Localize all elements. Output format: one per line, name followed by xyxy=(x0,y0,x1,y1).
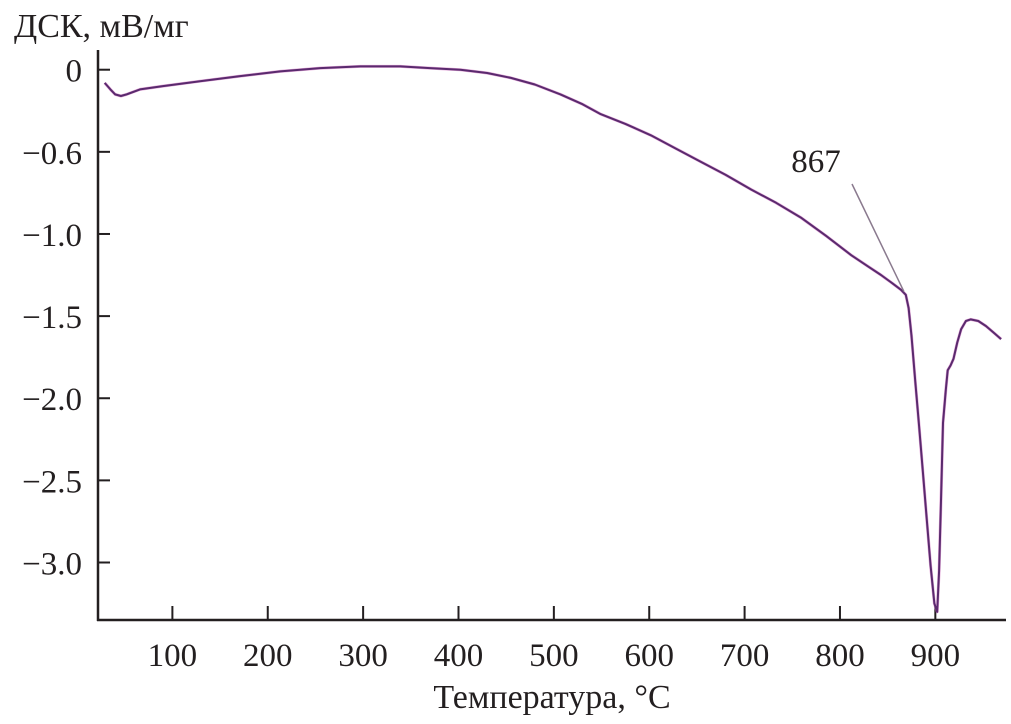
x-axis-title: Температура, °C xyxy=(433,679,670,716)
y-tick-label: −2.0 xyxy=(22,382,82,418)
y-tick-label: −2.5 xyxy=(22,464,82,500)
y-tick-label: −1.0 xyxy=(22,218,82,254)
axes xyxy=(96,50,1006,622)
x-tick-label: 500 xyxy=(529,638,579,674)
x-tick-label: 900 xyxy=(911,638,961,674)
x-tick-label: 200 xyxy=(243,638,293,674)
series xyxy=(103,64,1003,614)
y-tick-label: −3.0 xyxy=(22,547,82,583)
x-tick-label: 600 xyxy=(624,638,674,674)
y-axis-title: ДСК, мВ/мг xyxy=(14,8,189,45)
y-tick-label: 0 xyxy=(66,54,83,90)
x-tick-label: 700 xyxy=(720,638,770,674)
x-tick-label: 100 xyxy=(148,638,198,674)
x-tick-label: 400 xyxy=(434,638,484,674)
x-tick-label: 300 xyxy=(338,638,388,674)
annotation-label: 867 xyxy=(791,144,841,180)
x-tick-label: 800 xyxy=(815,638,865,674)
y-tick-label: −0.6 xyxy=(22,136,82,172)
series-line-halo xyxy=(103,64,1003,614)
series-line xyxy=(103,65,1002,613)
annotations: 867 xyxy=(791,144,905,292)
ticks: 100 200 300 400 500 600 700 800 900 0 −0.6 −1.0 −1.5… xyxy=(22,54,960,674)
annotation-leader-line xyxy=(851,183,905,292)
y-tick-label: −1.5 xyxy=(22,300,82,336)
